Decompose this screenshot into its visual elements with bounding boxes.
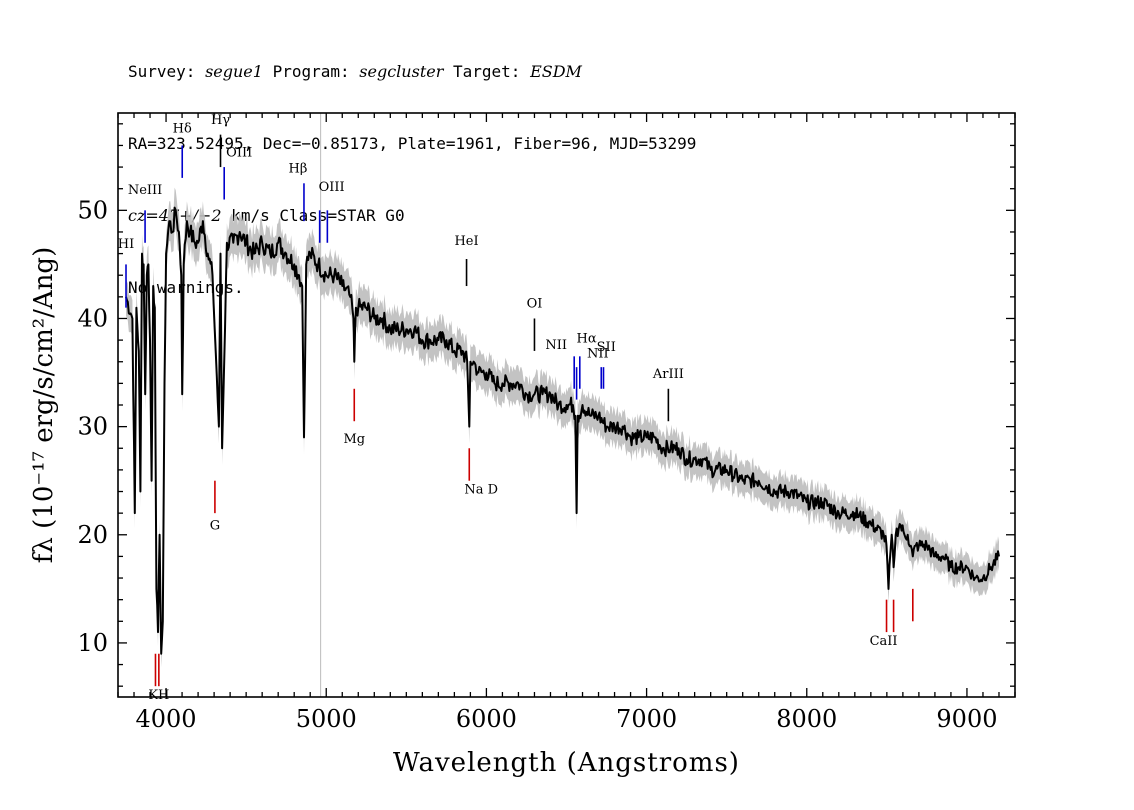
y-tick-label: 50: [77, 196, 108, 224]
line-marker-label: CaII: [870, 634, 898, 649]
y-axis-label: fλ (10⁻¹⁷ erg/s/cm²/Ang): [29, 247, 59, 563]
x-tick-label: 4000: [136, 705, 197, 733]
line-marker-label: Mg: [343, 432, 365, 447]
x-tick-label: 7000: [616, 705, 677, 733]
survey-value: segue1: [205, 62, 263, 81]
target-value: ESDM: [530, 62, 582, 81]
program-label: Program:: [272, 62, 350, 81]
header-line-coordinates: RA=323.52495, Dec=−0.85173, Plate=1961, …: [128, 134, 697, 153]
target-label: Target:: [453, 62, 521, 81]
x-axis-label: Wavelength (Angstroms): [393, 748, 740, 778]
line-marker-label: NeIII: [128, 183, 162, 198]
error-band: [126, 187, 999, 668]
line-marker-label: Hδ: [173, 121, 192, 136]
y-tick-label: 10: [77, 629, 108, 657]
line-marker-label: Hα: [577, 331, 597, 346]
y-axis-ticks: 10 20 30 40 50: [77, 123, 1015, 687]
line-marker-label: OIII: [226, 145, 252, 160]
line-marker-label: G: [210, 518, 220, 533]
line-marker-label: HeI: [454, 234, 478, 249]
line-marker-label: OIII: [319, 180, 345, 195]
program-value: segcluster: [359, 62, 444, 81]
line-marker-label: NII: [587, 346, 609, 361]
line-marker-label: KH: [148, 688, 169, 703]
line-marker-label: Hγ: [211, 113, 230, 128]
x-axis-ticks: 4000 5000 6000 7000 8000 9000: [117, 113, 1016, 733]
line-marker-label: Na D: [464, 483, 498, 498]
y-tick-label: 40: [77, 304, 108, 332]
x-tick-label: 9000: [936, 705, 997, 733]
y-tick-label: 30: [77, 413, 108, 441]
x-tick-label: 6000: [456, 705, 517, 733]
x-tick-label: 8000: [776, 705, 837, 733]
line-marker-label: NII: [545, 338, 567, 353]
y-tick-label: 20: [77, 521, 108, 549]
flux-series: [125, 206, 1000, 655]
line-marker-label: Hβ: [289, 161, 308, 176]
error-band-area: [126, 187, 999, 668]
line-marker-label: SII: [597, 340, 616, 355]
flux-line: [125, 206, 1000, 655]
x-tick-label: 5000: [296, 705, 357, 733]
line-marker-label: HI: [118, 237, 134, 252]
survey-label: Survey:: [128, 62, 196, 81]
line-marker-label: OI: [527, 297, 543, 312]
header-line-survey: Survey: segue1 Program: segcluster Targe…: [128, 60, 696, 84]
line-marker-label: ArIII: [652, 367, 684, 382]
